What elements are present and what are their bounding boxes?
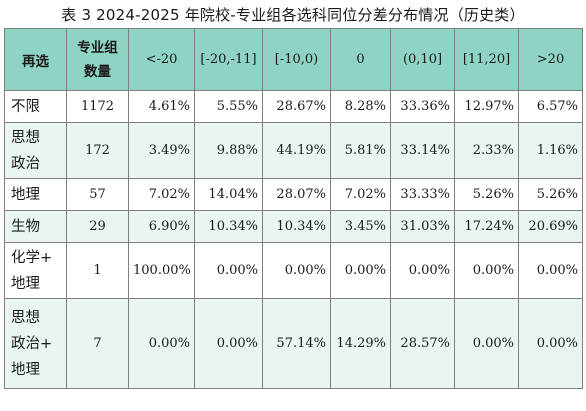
row-value-bin-5: 0.00% — [454, 242, 519, 299]
row-label-line: 不限 — [11, 98, 40, 115]
row-value-bin-1: 14.04% — [194, 178, 263, 211]
row-value-bin-3: 7.02% — [330, 178, 391, 211]
table-row: 生物 29 6.90% 10.34% 10.34% 3.45% 31.03% 17.24% 20… — [4, 210, 583, 243]
header-reselect: 再选 — [4, 28, 67, 91]
row-value-bin-1: 5.55% — [194, 90, 263, 123]
row-value-bin-1: 10.34% — [194, 210, 263, 243]
row-label-line: 地理 — [11, 361, 40, 378]
score-gap-table: 再选 专业组 数量 <-20 [-20,-11] [-10,0) 0 (0,10… — [4, 28, 583, 389]
table-row: 化学+ 地理 1 100.00% 0.00% 0.00% 0.00% 0.00% 0.00% 0.… — [4, 242, 583, 299]
row-group-count: 29 — [66, 210, 129, 243]
row-label-line: 化学+ — [11, 249, 53, 266]
row-value-bin-3: 0.00% — [330, 242, 391, 299]
row-label-line: 生物 — [11, 218, 40, 235]
row-value-bin-3: 5.81% — [330, 122, 391, 179]
row-value-bin-4: 0.00% — [390, 242, 455, 299]
row-value-bin-2: 44.19% — [262, 122, 331, 179]
header-bin-3: 0 — [330, 28, 391, 91]
table-row: 思想 政治+ 地理 7 0.00% 0.00% 57.14% 14.29% 28.57% 0.00… — [4, 298, 583, 389]
row-value-bin-6: 0.00% — [518, 242, 583, 299]
row-value-bin-3: 3.45% — [330, 210, 391, 243]
row-label: 地理 — [4, 178, 67, 211]
row-group-count: 172 — [66, 122, 129, 179]
row-value-bin-1: 0.00% — [194, 298, 263, 389]
row-value-bin-5: 0.00% — [454, 298, 519, 389]
row-value-bin-0: 3.49% — [128, 122, 195, 179]
header-group-count-line1: 专业组 — [77, 39, 118, 56]
table-body: 不限 1172 4.61% 5.55% 28.67% 8.28% 33.36% 12.97% 6… — [4, 90, 583, 389]
row-value-bin-6: 1.16% — [518, 122, 583, 179]
table-row: 地理 57 7.02% 14.04% 28.07% 7.02% 33.33% 5.26% 5.2… — [4, 178, 583, 211]
row-value-bin-3: 8.28% — [330, 90, 391, 123]
row-label-line: 政治+ — [11, 335, 53, 352]
row-label-line: 思想 — [11, 129, 40, 146]
row-value-bin-4: 33.33% — [390, 178, 455, 211]
row-value-bin-2: 28.67% — [262, 90, 331, 123]
header-bin-5: [11,20] — [454, 28, 519, 91]
table-caption: 表 3 2024-2025 年院校-专业组各选科同位分差分布情况（历史类） — [61, 6, 525, 24]
row-value-bin-1: 9.88% — [194, 122, 263, 179]
header-bin-6: >20 — [518, 28, 583, 91]
header-bin-4: (0,10] — [390, 28, 455, 91]
row-label: 生物 — [4, 210, 67, 243]
row-value-bin-0: 0.00% — [128, 298, 195, 389]
row-group-count: 1 — [66, 242, 129, 299]
row-value-bin-4: 31.03% — [390, 210, 455, 243]
header-bin-2: [-10,0) — [262, 28, 331, 91]
row-value-bin-6: 20.69% — [518, 210, 583, 243]
row-group-count: 7 — [66, 298, 129, 389]
table-row: 思想 政治 172 3.49% 9.88% 44.19% 5.81% 33.14% 2.33% 1… — [4, 122, 583, 179]
row-label: 化学+ 地理 — [4, 242, 67, 299]
row-value-bin-3: 14.29% — [330, 298, 391, 389]
row-value-bin-2: 0.00% — [262, 242, 331, 299]
row-value-bin-0: 4.61% — [128, 90, 195, 123]
row-value-bin-0: 7.02% — [128, 178, 195, 211]
row-value-bin-6: 6.57% — [518, 90, 583, 123]
row-label: 思想 政治 — [4, 122, 67, 179]
row-value-bin-2: 28.07% — [262, 178, 331, 211]
header-bin-1: [-20,-11] — [194, 28, 263, 91]
header-group-count: 专业组 数量 — [66, 28, 129, 91]
row-label-line: 地理 — [11, 275, 40, 292]
row-value-bin-2: 10.34% — [262, 210, 331, 243]
row-value-bin-0: 6.90% — [128, 210, 195, 243]
header-group-count-line2: 数量 — [84, 63, 111, 80]
row-label: 思想政治+ 地理 — [4, 298, 67, 389]
row-label-line: 思想 — [11, 309, 40, 326]
header-row: 再选 专业组 数量 <-20 [-20,-11] [-10,0) 0 (0,10… — [4, 28, 583, 91]
row-value-bin-6: 5.26% — [518, 178, 583, 211]
header-bin-0: <-20 — [128, 28, 195, 91]
row-group-count: 57 — [66, 178, 129, 211]
row-value-bin-5: 2.33% — [454, 122, 519, 179]
row-value-bin-4: 33.36% — [390, 90, 455, 123]
row-value-bin-0: 100.00% — [128, 242, 195, 299]
row-value-bin-1: 0.00% — [194, 242, 263, 299]
table-row: 不限 1172 4.61% 5.55% 28.67% 8.28% 33.36% 12.97% 6… — [4, 90, 583, 123]
row-label-line: 政治 — [11, 155, 40, 172]
row-value-bin-5: 5.26% — [454, 178, 519, 211]
row-value-bin-5: 12.97% — [454, 90, 519, 123]
row-group-count: 1172 — [66, 90, 129, 123]
row-label-line: 地理 — [11, 186, 40, 203]
row-value-bin-4: 28.57% — [390, 298, 455, 389]
row-value-bin-2: 57.14% — [262, 298, 331, 389]
row-value-bin-5: 17.24% — [454, 210, 519, 243]
row-label: 不限 — [4, 90, 67, 123]
row-value-bin-4: 33.14% — [390, 122, 455, 179]
row-value-bin-6: 0.00% — [518, 298, 583, 389]
